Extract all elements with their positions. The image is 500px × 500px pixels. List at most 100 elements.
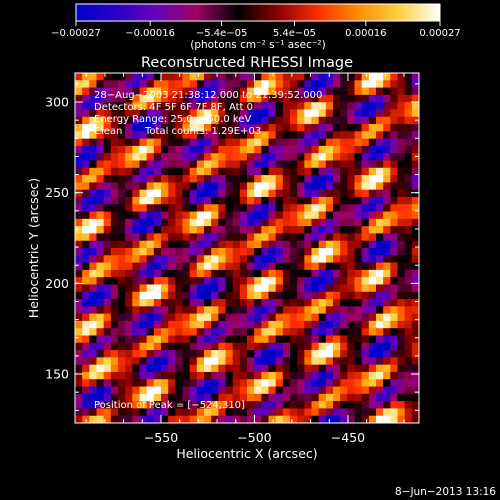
heatmap-cell [354, 87, 363, 96]
heatmap-cell [354, 393, 363, 402]
heatmap-cell [347, 87, 356, 96]
heatmap-cell [82, 182, 90, 191]
heatmap-cell [311, 131, 320, 140]
heatmap-cell [110, 218, 119, 227]
heatmap-cell [261, 371, 270, 380]
heatmap-cell [304, 371, 313, 380]
heatmap-cell [361, 342, 370, 351]
heatmap-cell [89, 328, 98, 337]
heatmap-cell [132, 167, 141, 176]
heatmap-cell [325, 182, 334, 191]
heatmap-cell [390, 313, 399, 322]
heatmap-cell [110, 379, 119, 388]
heatmap-cell [390, 306, 399, 315]
heatmap-cell [282, 350, 291, 358]
heatmap-cell [282, 116, 291, 125]
heatmap-cell [247, 364, 255, 373]
heatmap-cell [189, 393, 198, 402]
heatmap-cell [182, 226, 191, 235]
heatmap-cell [282, 102, 291, 111]
heatmap-cell [347, 248, 356, 256]
heatmap-cell [118, 415, 126, 423]
heatmap-cell [390, 94, 399, 103]
heatmap-cell [118, 408, 126, 417]
heatmap-cell [225, 73, 234, 81]
heatmap-cell [96, 328, 105, 337]
heatmap-cell [161, 116, 169, 125]
heatmap-cell [397, 255, 406, 264]
heatmap-cell [196, 211, 205, 220]
heatmap-cell [168, 415, 176, 423]
heatmap-cell [325, 109, 334, 118]
heatmap-cell [340, 116, 348, 125]
heatmap-cell [225, 320, 234, 329]
heatmap-cell [89, 364, 98, 373]
heatmap-cell [282, 415, 291, 423]
heatmap-cell [383, 393, 391, 402]
heatmap-cell [146, 94, 155, 103]
heatmap-cell [182, 124, 191, 132]
heatmap-cell [218, 80, 227, 89]
heatmap-cell [254, 240, 262, 249]
heatmap-cell [318, 80, 327, 89]
heatmap-cell [340, 335, 348, 344]
heatmap-cell [196, 357, 205, 366]
heatmap-cell [211, 299, 219, 307]
heatmap-cell [268, 291, 277, 300]
heatmap-cell [161, 262, 169, 271]
heatmap-cell [161, 371, 169, 380]
heatmap-cell [282, 160, 291, 169]
heatmap-cell [390, 401, 399, 410]
heatmap-cell [232, 306, 241, 315]
heatmap-cell [125, 320, 133, 329]
heatmap-cell [225, 138, 234, 147]
heatmap-cell [404, 153, 413, 162]
heatmap-cell [304, 153, 313, 162]
heatmap-cell [397, 189, 406, 198]
heatmap-cell [318, 248, 327, 256]
heatmap-cell [354, 291, 363, 300]
heatmap-cell [168, 401, 176, 410]
heatmap-cell [318, 218, 327, 227]
heatmap-cell [361, 401, 370, 410]
heatmap-cell [383, 277, 391, 286]
heatmap-cell [182, 116, 191, 125]
heatmap-cell [411, 124, 419, 132]
heatmap-cell [75, 116, 83, 125]
heatmap-cell [118, 350, 126, 358]
heatmap-cell [189, 80, 198, 89]
heatmap-cell [204, 204, 212, 213]
heatmap-cell [290, 335, 298, 344]
heatmap-cell [411, 94, 419, 103]
heatmap-cell [254, 138, 262, 147]
heatmap-cell [211, 415, 219, 423]
heatmap-cell [89, 189, 98, 198]
heatmap-cell [103, 328, 112, 337]
heatmap-cell [340, 291, 348, 300]
heatmap-cell [383, 211, 391, 220]
heatmap-cell [146, 73, 155, 81]
heatmap-cell [132, 364, 141, 373]
heatmap-cell [132, 284, 141, 293]
heatmap-cell [311, 233, 320, 242]
heatmap-cell [125, 131, 133, 140]
heatmap-cell [132, 73, 141, 81]
heatmap-cell [376, 379, 384, 388]
heatmap-cell [318, 226, 327, 235]
heatmap-cell [404, 131, 413, 140]
heatmap-cell [290, 80, 298, 89]
heatmap-cell [282, 131, 291, 140]
heatmap-cell [161, 124, 169, 132]
heatmap-cell [254, 401, 262, 410]
heatmap-cell [146, 145, 155, 154]
heatmap-cell [404, 328, 413, 337]
heatmap-cell [146, 328, 155, 337]
heatmap-cell [383, 116, 391, 125]
heatmap-cell [82, 145, 90, 154]
heatmap-cell [383, 255, 391, 264]
heatmap-cell [161, 269, 169, 278]
heatmap-cell [161, 138, 169, 147]
colorbar-tick-label: 5.4e−05 [273, 28, 316, 39]
heatmap-cell [218, 109, 227, 118]
heatmap-cell [397, 386, 406, 395]
